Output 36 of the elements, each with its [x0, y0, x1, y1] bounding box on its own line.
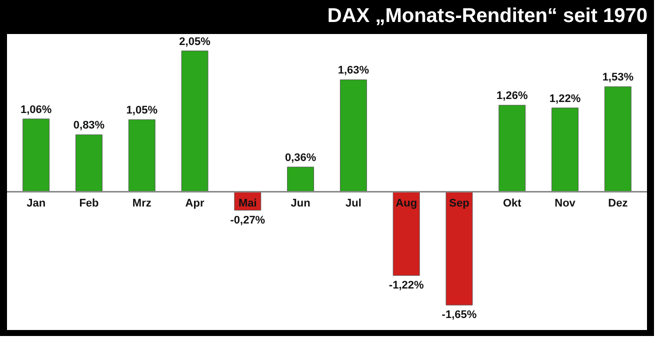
data-label: 1,63% [338, 64, 370, 77]
x-tick-label: Jun [290, 198, 311, 210]
data-label: 2,05% [179, 36, 211, 48]
data-label: -1,65% [442, 309, 477, 322]
x-tick-label: Mai [238, 198, 257, 210]
bar [498, 104, 526, 192]
bar [604, 86, 632, 192]
data-label: -0,27% [230, 214, 266, 226]
bar [181, 50, 208, 192]
bar [287, 166, 314, 192]
data-label: 1,06% [20, 104, 52, 116]
chart-title: DAX „Monats-Renditen“ seit 1970 [327, 5, 648, 27]
x-tick-label: Sep [449, 198, 470, 210]
x-tick-label: Nov [554, 198, 576, 210]
bar [128, 119, 156, 192]
data-label: 1,05% [126, 104, 158, 117]
x-tick-label: Aug [396, 198, 418, 210]
data-label: 1,22% [549, 92, 581, 105]
x-tick-label: Apr [185, 198, 205, 210]
data-label: 1,26% [496, 90, 528, 102]
x-tick-label: Okt [502, 198, 522, 210]
bar [22, 118, 50, 192]
bar [76, 134, 102, 192]
x-tick-label: Jan [26, 198, 46, 210]
x-tick-label: Mrz [132, 198, 152, 210]
bar [446, 191, 473, 306]
x-tick-label: Feb [79, 198, 100, 210]
bar [340, 80, 367, 192]
x-tick-label: Jul [345, 198, 362, 210]
data-label: 1,53% [602, 72, 634, 84]
data-label: 0,83% [73, 120, 105, 132]
x-tick-label: Dez [608, 198, 628, 210]
data-label: 0,36% [284, 152, 316, 164]
bar [552, 108, 578, 192]
bar [392, 191, 420, 276]
data-label: -1,22% [388, 280, 424, 292]
